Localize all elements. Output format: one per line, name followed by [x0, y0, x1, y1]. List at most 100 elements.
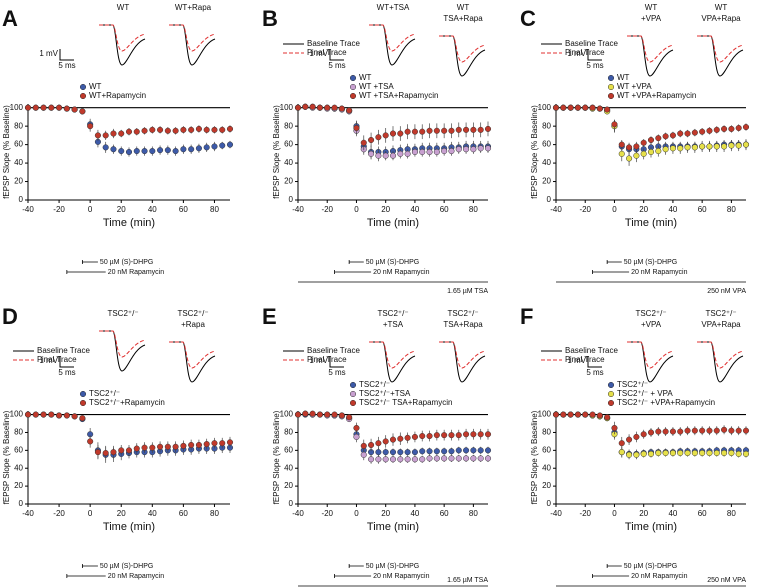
x-axis-label: Time (min) [103, 521, 155, 533]
data-point [110, 146, 117, 153]
data-point [441, 127, 448, 134]
scale-bar-label: 5 ms [58, 368, 75, 377]
y-tick-label: 40 [542, 463, 551, 472]
data-point [647, 148, 655, 156]
x-tick-label: 40 [148, 205, 157, 214]
x-tick-label: 40 [668, 205, 677, 214]
data-point [172, 127, 179, 134]
trace [439, 35, 486, 77]
scale-bar-label: 1 mV [567, 49, 586, 58]
drug-bar [592, 574, 630, 578]
panel-label: E [262, 304, 277, 329]
data-point [368, 136, 375, 144]
data-point [560, 411, 567, 418]
data-point [219, 126, 226, 133]
trace [697, 35, 744, 63]
data-point [728, 142, 735, 149]
scale-bar [329, 356, 344, 368]
data-point [419, 128, 426, 135]
y-tick-label: 60 [14, 140, 23, 149]
x-tick-label: 80 [469, 205, 478, 214]
data-point [172, 443, 179, 450]
drug-bar [606, 564, 622, 568]
data-point [448, 455, 455, 462]
data-point [419, 432, 426, 440]
data-point [324, 104, 331, 111]
data-point [404, 128, 411, 135]
data-point [203, 126, 210, 133]
x-tick-label: 20 [117, 205, 126, 214]
trace-label: TSA+Rapa [443, 14, 483, 23]
legend-marker [349, 74, 357, 82]
data-point [180, 442, 187, 449]
data-point [426, 148, 433, 156]
data-point [302, 410, 309, 417]
data-point [404, 150, 411, 157]
legend-marker [79, 83, 87, 91]
x-tick-label: -40 [22, 509, 34, 518]
drug-bar [81, 564, 98, 568]
x-tick-label: 0 [88, 205, 93, 214]
trace [627, 35, 674, 63]
data-point [684, 427, 691, 434]
data-point [40, 104, 47, 111]
data-point [618, 141, 625, 148]
data-point [48, 104, 55, 111]
data-point [32, 104, 39, 111]
y-tick-label: 80 [14, 428, 23, 437]
y-tick-label: 40 [542, 158, 551, 167]
data-point [626, 144, 633, 151]
data-point [604, 414, 611, 421]
data-point [71, 106, 78, 113]
data-point [677, 145, 684, 152]
y-tick-label: 40 [14, 463, 23, 472]
x-tick-label: -40 [292, 205, 304, 214]
x-tick-label: -20 [53, 205, 65, 214]
x-tick-label: 80 [469, 509, 478, 518]
data-point [375, 134, 382, 141]
y-tick-label: 80 [284, 428, 293, 437]
data-point [728, 449, 735, 457]
trace [369, 341, 416, 383]
data-point [640, 431, 647, 438]
data-point [735, 427, 742, 434]
data-point [24, 411, 32, 418]
trace [99, 330, 146, 372]
data-point [721, 143, 728, 150]
data-point [375, 440, 382, 447]
data-point [699, 128, 706, 135]
data-point [721, 426, 728, 433]
drug-label: 250 nM VPA [707, 288, 746, 295]
data-point [149, 444, 156, 451]
data-point [338, 105, 345, 112]
data-point [484, 455, 492, 462]
data-point [331, 411, 338, 418]
y-axis-label: fEPSP Slope (% Baseline) [272, 105, 281, 199]
x-tick-label: 60 [440, 205, 449, 214]
data-point [484, 447, 492, 454]
data-point [706, 127, 713, 134]
data-point [203, 441, 210, 448]
data-point [360, 451, 367, 458]
trace-legend-label: Final Trace [37, 355, 77, 364]
data-point [188, 441, 195, 449]
panel-label: A [2, 6, 18, 31]
trace [697, 35, 744, 77]
data-point [728, 125, 735, 132]
data-point [662, 146, 669, 153]
data-point [441, 148, 448, 155]
data-point [211, 143, 218, 150]
data-point [226, 141, 234, 148]
scale-bar [587, 356, 602, 368]
legend-label: TSC2⁺/⁻ [359, 380, 390, 389]
scale-bar-label: 5 ms [58, 61, 75, 70]
y-tick-label: 0 [19, 195, 24, 204]
x-tick-label: 20 [639, 509, 648, 518]
data-point [389, 456, 397, 463]
drug-label: 50 µM (S)-DHPG [624, 259, 677, 266]
data-point [102, 144, 109, 151]
data-point [455, 146, 462, 153]
trace-legend-label: Final Trace [565, 355, 605, 364]
data-point [589, 411, 596, 418]
data-point [389, 130, 397, 137]
